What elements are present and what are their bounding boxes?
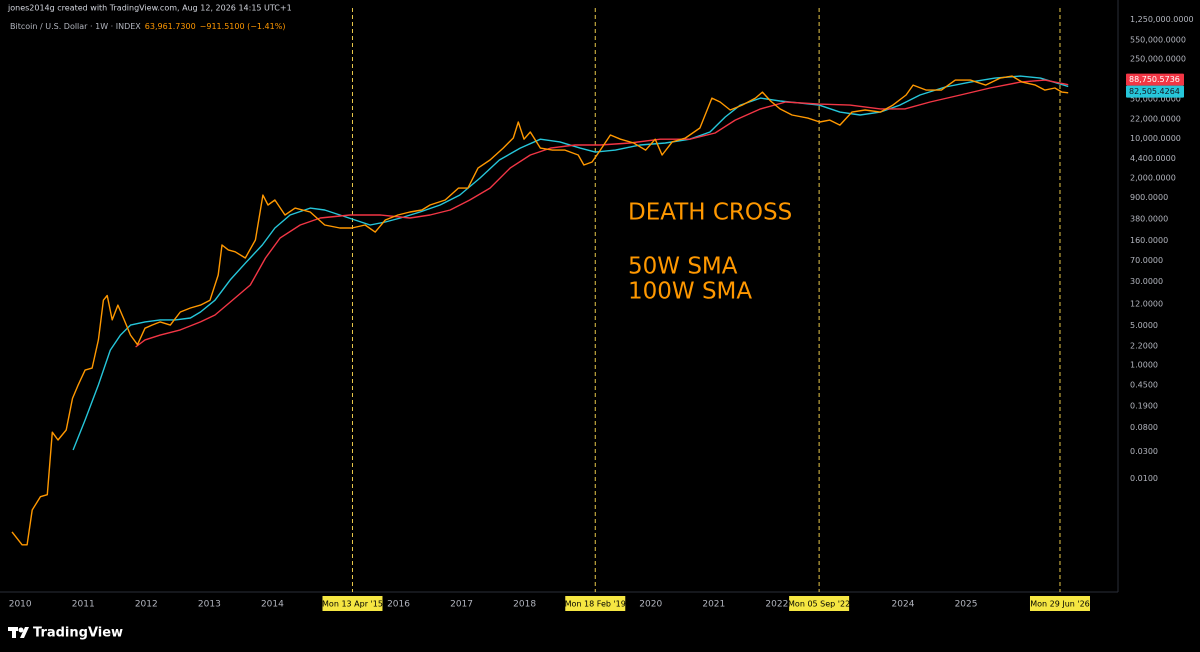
annotation: 100W SMA <box>628 279 752 305</box>
marker-label: Mon 13 Apr '15 <box>322 600 383 609</box>
y-tick-label: 160.0000 <box>1130 236 1168 245</box>
x-tick-label: 2011 <box>72 600 95 610</box>
y-tick-label: 0.0800 <box>1130 423 1158 432</box>
annotation: 50W SMA <box>628 254 738 280</box>
symbol: Bitcoin / U.S. Dollar · 1W · INDEX <box>10 22 141 31</box>
y-tick-label: 0.1900 <box>1130 402 1158 411</box>
x-tick-label: 2014 <box>261 600 284 610</box>
x-tick-label: 2020 <box>639 600 662 610</box>
y-tick-label: 12.0000 <box>1130 300 1163 309</box>
x-tick-label: 2021 <box>702 600 725 610</box>
x-tick-label: 2018 <box>513 600 536 610</box>
y-tick-label: 1.0000 <box>1130 361 1158 370</box>
logo-shape <box>12 627 16 638</box>
marker-label: Mon 29 Jun '26 <box>1030 600 1090 609</box>
annotation: DEATH CROSS <box>628 200 792 226</box>
marker-label-box <box>789 596 850 611</box>
y-tick-label: 70.0000 <box>1130 256 1163 265</box>
series-line <box>135 79 1069 348</box>
marker-label-box <box>565 596 626 611</box>
author-line: jones2014g created with TradingView.com,… <box>7 4 292 13</box>
y-tick-label: 30.0000 <box>1130 277 1163 286</box>
marker-label: Mon 05 Sep '22 <box>788 600 850 609</box>
x-tick-label: 2010 <box>9 600 32 610</box>
legend: Bitcoin / U.S. Dollar · 1W · INDEX 63,961… <box>10 22 289 31</box>
y-tick-label: 900.0000 <box>1130 193 1168 202</box>
y-tick-label: 250,000.0000 <box>1130 55 1186 64</box>
y-tick-label: 0.0300 <box>1130 447 1158 456</box>
marker-label: Mon 18 Feb '19 <box>565 600 626 609</box>
y-tick-label: 50,000.0000 <box>1130 94 1181 103</box>
y-tick-label: 5.0000 <box>1130 321 1158 330</box>
y-tick-label: 550,000.0000 <box>1130 35 1186 44</box>
x-tick-label: 2012 <box>135 600 158 610</box>
price-change: −911.5100 (−1.41%) <box>199 22 286 31</box>
series-line <box>11 75 1069 546</box>
y-tick-label: 2.2000 <box>1130 341 1158 350</box>
marker-label-box <box>1029 596 1090 611</box>
brand-logo <box>8 627 29 638</box>
y-tick-label: 2,000.0000 <box>1130 174 1176 183</box>
x-tick-label: 2022 <box>765 600 788 610</box>
brand-name: TradingView <box>33 626 123 641</box>
logo-shape <box>18 627 24 633</box>
price-tag <box>1126 85 1184 98</box>
y-tick-label: 0.4500 <box>1130 380 1158 389</box>
marker-label-box <box>322 596 383 611</box>
price-tag <box>1126 73 1184 86</box>
y-tick-label: 0.0100 <box>1130 474 1158 483</box>
x-tick-label: 2013 <box>198 600 221 610</box>
price-tag-label: 82,505.4264 <box>1129 87 1180 96</box>
x-tick-label: 2024 <box>892 600 915 610</box>
price-tag-label: 88,750.5736 <box>1129 75 1180 84</box>
logo-shape <box>20 627 29 638</box>
y-tick-label: 22,000.0000 <box>1130 115 1181 124</box>
y-tick-label: 10,000.0000 <box>1130 134 1181 143</box>
last-price: 63,961.7300 <box>144 22 196 31</box>
x-tick-label: 2025 <box>955 600 978 610</box>
x-tick-label: 2016 <box>387 600 410 610</box>
x-tick-label: 2017 <box>450 600 473 610</box>
y-tick-label: 1,250,000.0000 <box>1130 15 1194 24</box>
y-tick-label: 4,400.0000 <box>1130 154 1176 163</box>
series-line <box>72 75 1069 451</box>
y-tick-label: 380.0000 <box>1130 214 1168 223</box>
